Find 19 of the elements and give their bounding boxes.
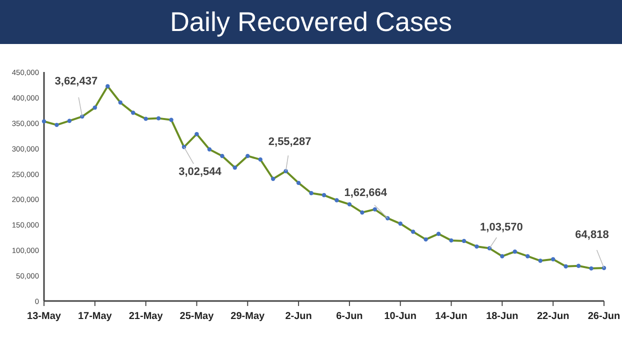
x-tick-label: 14-Jun — [435, 311, 468, 322]
annotation: 1,62,664 — [344, 187, 388, 200]
annotation: 3,02,544 — [178, 166, 222, 178]
annotation: 1,03,570 — [480, 221, 523, 234]
annotation: 3,62,437 — [54, 76, 98, 88]
x-tick-label: 29-May — [230, 311, 266, 322]
x-tick-label: 6-Jun — [336, 311, 363, 322]
x-tick-label: 21-May — [128, 311, 164, 322]
x-tick-label: 22-Jun — [536, 311, 570, 322]
x-tick-label: 10-Jun — [384, 311, 416, 322]
x-tick-label: 17-May — [78, 311, 112, 322]
x-tick-label: 26-Jun — [588, 311, 620, 322]
x-tick-label: 18-Jun — [486, 311, 518, 322]
chart-title: Daily Recovered Cases — [170, 7, 452, 37]
annotation: 64,818 — [575, 229, 609, 242]
x-tick-label: 13-May — [27, 311, 62, 322]
x-tick-label: 2-Jun — [285, 311, 312, 322]
x-tick-label: 25-May — [180, 311, 214, 322]
annotation: 2,55,287 — [268, 136, 312, 148]
